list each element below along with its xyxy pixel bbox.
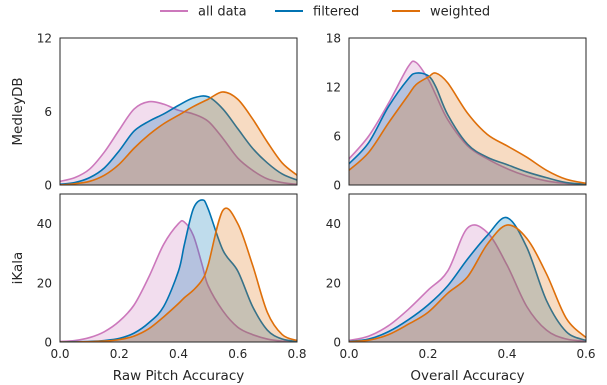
xtick-label-2-3: 0.6 <box>228 347 247 361</box>
density-area-3-0 <box>349 224 586 342</box>
panels: 0 6 12 MedleyDB 0 6 12 18 0 20 40 0.0 0.2 0.4 0.6 0.8 Ra… <box>10 32 596 385</box>
legend: all data filtered weighted <box>160 5 490 20</box>
ytick-label-0-0: 0 <box>44 179 52 193</box>
ytick-label-0-1: 6 <box>44 105 52 119</box>
density-line-1-0 <box>349 60 586 185</box>
xtick-label-3-0: 0.0 <box>339 347 358 361</box>
panel-2: 0 20 40 0.0 0.2 0.4 0.6 0.8 Raw Pitch Accuracy iK… <box>10 193 307 384</box>
x-axis-label-2: Raw Pitch Accuracy <box>113 368 244 384</box>
density-line-1-2 <box>349 72 586 185</box>
xtick-label-2-1: 0.2 <box>110 347 129 361</box>
panel-frame-3 <box>348 193 587 343</box>
density-line-3-2 <box>349 224 586 342</box>
density-area-2-0 <box>60 220 297 342</box>
density-line-1-1 <box>349 72 586 185</box>
ytick-label-0-2: 12 <box>37 32 52 46</box>
density-line-3-1 <box>349 216 586 342</box>
panel-plot-2 <box>60 199 297 342</box>
density-area-0-2 <box>60 91 297 185</box>
ytick-label-2-1: 20 <box>37 276 52 290</box>
ytick-label-1-2: 12 <box>326 81 341 95</box>
density-line-0-0 <box>60 100 297 185</box>
ytick-label-1-0: 0 <box>333 179 341 193</box>
density-line-0-2 <box>60 91 297 185</box>
ytick-label-1-1: 6 <box>333 130 341 144</box>
row-label-2: iKala <box>10 252 26 285</box>
ytick-label-1-3: 18 <box>326 32 341 46</box>
xtick-label-3-1: 0.2 <box>418 347 437 361</box>
panel-plot-1 <box>349 60 586 185</box>
legend-label-0: all data <box>198 5 247 20</box>
panel-3: 0 20 40 0.0 0.2 0.4 0.6 Overall Accuracy <box>326 193 596 384</box>
density-area-1-0 <box>349 61 586 185</box>
density-line-2-0 <box>60 219 297 342</box>
xtick-label-2-2: 0.4 <box>169 347 188 361</box>
x-axis-label-3: Overall Accuracy <box>410 368 524 384</box>
ytick-label-3-2: 40 <box>326 217 341 231</box>
xtick-label-2-0: 0.0 <box>50 347 69 361</box>
density-line-3-0 <box>349 224 586 342</box>
ytick-label-2-2: 40 <box>37 217 52 231</box>
panel-plot-3 <box>349 216 586 342</box>
legend-label-2: weighted <box>430 5 490 20</box>
row-label-0: MedleyDB <box>10 77 26 145</box>
panel-frame-1 <box>348 37 587 186</box>
ytick-label-3-1: 20 <box>326 276 341 290</box>
panel-frame-2 <box>59 193 298 343</box>
panel-0: 0 6 12 MedleyDB <box>10 32 298 193</box>
ytick-label-2-0: 0 <box>44 336 52 350</box>
density-line-0-1 <box>60 95 297 185</box>
panel-1: 0 6 12 18 <box>326 32 587 193</box>
xtick-label-3-3: 0.6 <box>576 347 595 361</box>
density-area-3-2 <box>349 224 586 342</box>
panel-plot-0 <box>60 91 297 185</box>
density-area-1-1 <box>349 72 586 185</box>
density-line-2-2 <box>60 207 297 342</box>
density-area-1-2 <box>349 72 586 185</box>
ytick-label-3-0: 0 <box>333 336 341 350</box>
panel-frame-0 <box>59 37 298 186</box>
density-area-2-2 <box>60 208 297 342</box>
density-area-0-1 <box>60 95 297 185</box>
legend-label-1: filtered <box>313 5 359 20</box>
xtick-label-3-2: 0.4 <box>497 347 516 361</box>
xtick-label-2-4: 0.8 <box>287 347 306 361</box>
